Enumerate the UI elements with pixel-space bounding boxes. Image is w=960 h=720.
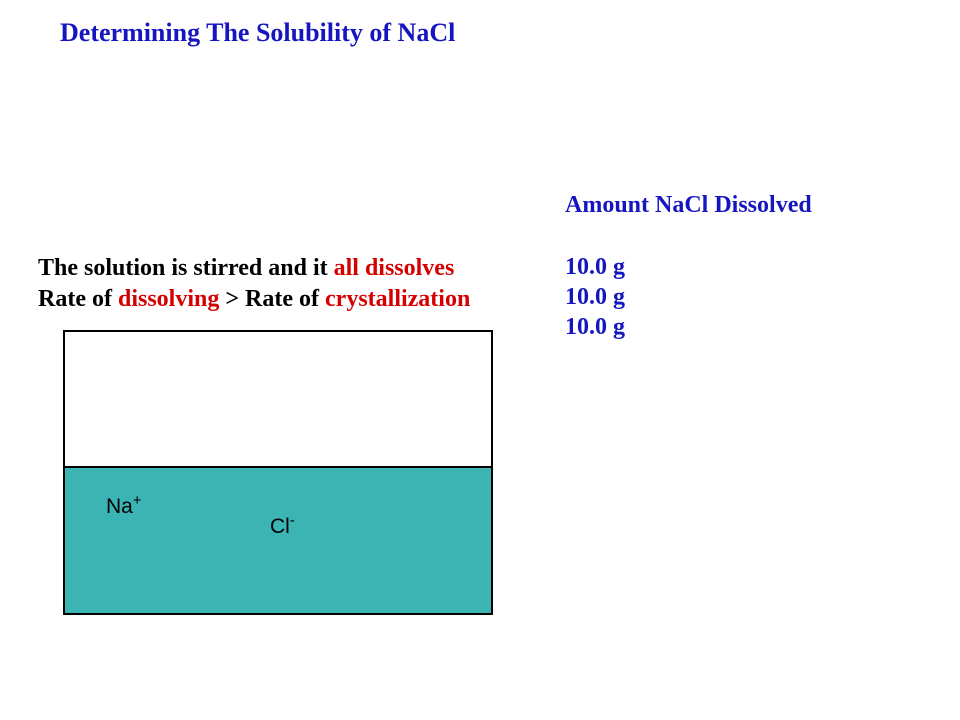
sodium-ion-base: Na <box>106 495 133 518</box>
description-line-1: The solution is stirred and it all disso… <box>38 255 454 282</box>
sodium-ion-charge: + <box>133 493 142 509</box>
amount-value: 10.0 g <box>565 252 625 282</box>
amount-header: Amount NaCl Dissolved <box>565 192 812 219</box>
chloride-ion-label: Cl- <box>270 515 295 539</box>
text-fragment: crystallization <box>325 286 470 312</box>
text-fragment: dissolving <box>118 286 219 312</box>
amount-value: 10.0 g <box>565 282 625 312</box>
text-fragment: Rate of <box>38 286 118 312</box>
description-line-2: Rate of dissolving > Rate of crystalliza… <box>38 286 470 313</box>
text-fragment: The solution is stirred and it <box>38 255 334 281</box>
chloride-ion-base: Cl <box>270 515 290 538</box>
sodium-ion-label: Na+ <box>106 495 141 519</box>
text-fragment: > Rate of <box>219 286 325 312</box>
amount-value: 10.0 g <box>565 312 625 342</box>
solution-region <box>63 466 493 615</box>
amount-values-list: 10.0 g10.0 g10.0 g <box>565 252 625 342</box>
page-title: Determining The Solubility of NaCl <box>60 18 455 48</box>
chloride-ion-charge: - <box>290 513 295 529</box>
text-fragment: all dissolves <box>334 255 455 281</box>
